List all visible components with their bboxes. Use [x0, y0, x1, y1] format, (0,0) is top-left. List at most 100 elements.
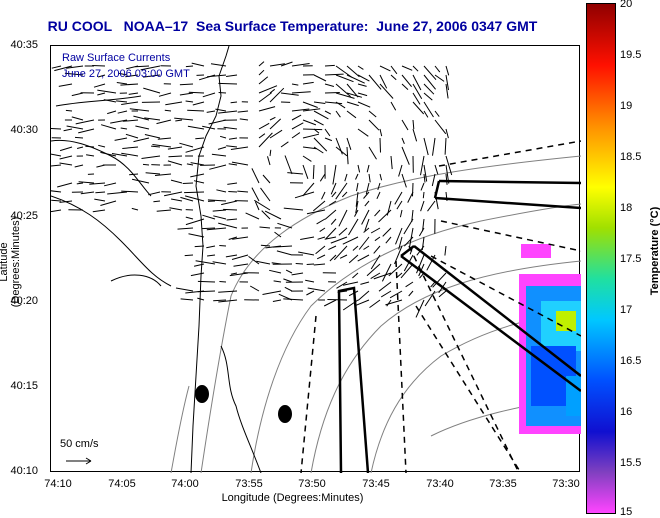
current-vector: [260, 187, 271, 202]
current-vector: [333, 245, 348, 261]
current-vector: [258, 106, 276, 112]
current-vector: [210, 63, 227, 67]
current-vector: [330, 236, 348, 244]
current-vector: [272, 245, 293, 248]
current-vector: [249, 285, 260, 292]
current-vector: [64, 72, 84, 76]
current-vector: [339, 254, 348, 259]
current-vector: [319, 173, 326, 182]
current-vector: [302, 119, 317, 126]
current-vector: [125, 133, 139, 139]
current-vector: [370, 254, 381, 270]
current-vector: [313, 101, 326, 104]
current-vector: [51, 65, 62, 69]
current-vector: [223, 126, 238, 130]
current-vector: [394, 191, 403, 205]
current-vector: [280, 61, 293, 67]
current-vector: [313, 146, 324, 154]
current-vector: [319, 227, 326, 233]
current-vector: [434, 164, 439, 175]
current-vector: [97, 92, 106, 96]
current-vector: [190, 272, 205, 277]
current-vector: [283, 207, 304, 211]
current-vector: [364, 218, 370, 231]
current-vector: [287, 172, 304, 175]
current-vector: [193, 180, 205, 184]
current-vector: [386, 299, 392, 307]
current-vector: [226, 145, 238, 148]
current-vector: [206, 245, 216, 249]
current-vector: [377, 182, 381, 191]
current-vector: [143, 87, 161, 94]
current-vector: [366, 263, 381, 277]
current-vector: [346, 146, 349, 165]
current-vector: [226, 218, 238, 221]
current-vector: [143, 74, 161, 78]
x-tick-label: 73:35: [489, 478, 517, 490]
current-vector: [357, 290, 370, 301]
map-title: RU COOL NOAA–17 Sea Surface Temperature:…: [47, 18, 538, 34]
current-vector: [346, 92, 363, 98]
current-vector: [315, 245, 326, 255]
current-vector: [121, 152, 139, 157]
current-vector: [254, 201, 260, 211]
current-vector: [218, 110, 238, 114]
current-vector: [202, 214, 216, 220]
current-vector: [400, 263, 414, 279]
current-vector: [381, 263, 392, 282]
current-vector: [195, 260, 216, 265]
current-vector: [267, 156, 271, 166]
current-vector: [360, 281, 370, 285]
current-vector: [135, 125, 150, 130]
current-vector: [324, 83, 335, 87]
current-vector: [283, 278, 293, 283]
current-vector: [361, 209, 370, 225]
current-vector: [269, 63, 285, 67]
current-vector: [346, 74, 365, 84]
current-vector: [324, 110, 332, 115]
current-vector: [388, 263, 403, 277]
current-vector: [445, 65, 450, 76]
current-vector: [313, 137, 328, 152]
current-vector: [307, 287, 326, 292]
current-vector: [434, 65, 441, 73]
current-vector: [208, 119, 227, 125]
current-vector: [120, 127, 128, 130]
current-vector: [59, 200, 73, 203]
current-vector: [156, 119, 172, 125]
current-vector: [177, 227, 194, 230]
colorbar-tick-label: 15.5: [620, 457, 642, 469]
current-vector: [401, 83, 409, 90]
current-vector: [283, 298, 304, 301]
current-vector: [316, 218, 326, 225]
current-vector: [121, 190, 139, 193]
current-vector: [356, 299, 370, 306]
current-vector: [167, 160, 183, 166]
current-vector: [43, 152, 62, 157]
current-vector: [180, 298, 194, 301]
current-vector: [305, 279, 315, 283]
current-vector: [116, 82, 128, 85]
current-vector: [212, 261, 227, 265]
current-vector: [144, 117, 161, 121]
current-vector: [423, 137, 429, 156]
current-vector: [188, 91, 205, 94]
current-vector: [148, 191, 161, 196]
current-vector: [357, 164, 361, 173]
current-vector: [190, 162, 205, 166]
current-vector: [218, 92, 227, 94]
current-vector: [401, 137, 405, 144]
current-vector: [228, 137, 238, 140]
current-vector: [346, 101, 359, 107]
current-vector: [420, 182, 425, 191]
current-vector: [357, 101, 371, 108]
current-vector: [78, 181, 95, 184]
current-vector: [284, 286, 293, 292]
current-vector: [355, 173, 359, 180]
current-vector: [125, 74, 139, 78]
colorbar-tick-label: 19: [620, 100, 633, 112]
current-vector: [233, 263, 249, 267]
current-vector: [121, 101, 139, 105]
current-vectors: [43, 61, 453, 318]
current-vector: [202, 92, 216, 98]
